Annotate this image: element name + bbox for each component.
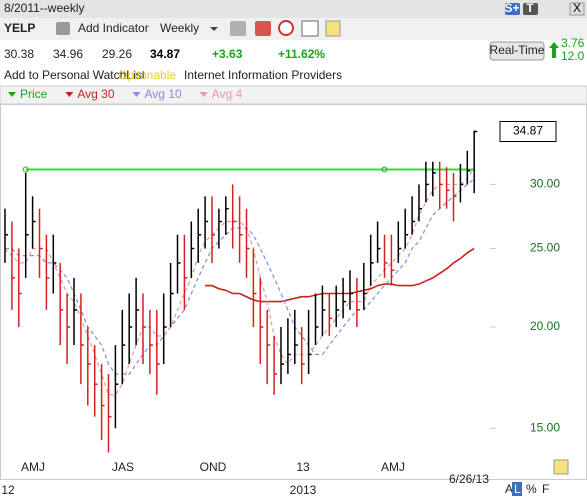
note-icon[interactable] <box>325 20 341 37</box>
legend-entry: Avg 4 <box>212 87 243 101</box>
close-label: X <box>573 1 581 15</box>
trendline-handle <box>381 166 388 173</box>
candle-icon[interactable] <box>255 21 271 36</box>
table-icon[interactable] <box>301 20 319 37</box>
interval[interactable]: Weekly <box>160 21 199 35</box>
moving-average <box>205 247 475 303</box>
y-tick-label: 25.00 <box>530 241 560 255</box>
high-price: 34.96 <box>53 47 83 61</box>
icon-s-label: S+ <box>504 1 519 15</box>
legend-entry: Avg 30 <box>77 87 114 101</box>
mode-pct[interactable]: % <box>526 482 537 496</box>
x-label: 13 <box>296 460 310 474</box>
optionable: Optionable <box>118 68 176 82</box>
legend-entry: Price <box>20 87 48 101</box>
last-date: 6/26/13 <box>449 472 489 486</box>
tool-icon[interactable] <box>230 21 246 36</box>
close-button[interactable] <box>569 2 585 16</box>
x-label: JAS <box>112 460 134 474</box>
low-price: 29.26 <box>102 47 132 61</box>
plot: 15.00 20.00 25.00 30.00 34.87 <box>4 121 560 453</box>
indicator-icon[interactable] <box>56 22 70 35</box>
symbol: YELP <box>4 21 35 35</box>
change-pct: +11.62% <box>278 47 325 61</box>
industry: Internet Information Providers <box>184 68 342 82</box>
dropdown-arrow[interactable] <box>210 27 218 31</box>
x-label-year: 2013 <box>290 483 317 497</box>
rt-change: 3.76 <box>561 36 585 50</box>
range: 8/2011--weekly <box>4 1 84 15</box>
last-price: 34.87 <box>150 47 180 61</box>
change: +3.63 <box>212 47 243 61</box>
legend: Price Avg 30 Avg 10 Avg 4 <box>8 87 242 101</box>
watchlist[interactable]: Add to Personal WatchList <box>4 68 146 82</box>
legend-arrow <box>132 92 141 97</box>
up-arrow <box>549 42 559 58</box>
x-label: OND <box>200 460 227 474</box>
y-tick-label: 30.00 <box>530 177 560 191</box>
legend-entry: Avg 10 <box>145 87 182 101</box>
mode-f[interactable]: F <box>542 482 549 496</box>
realtime-button[interactable] <box>489 41 545 61</box>
mode-a[interactable]: A <box>505 482 513 496</box>
add-indicator[interactable]: Add Indicator <box>78 21 149 35</box>
open-price: 30.38 <box>4 47 34 61</box>
y-tick-label: 15.00 <box>530 420 560 434</box>
realtime-label: Real-Time <box>490 43 545 57</box>
x-label-year: 12 <box>1 483 15 497</box>
icon-t-label: T <box>526 1 534 15</box>
clock-icon[interactable] <box>278 20 294 36</box>
moving-average <box>4 166 475 396</box>
icon-t[interactable] <box>523 3 538 15</box>
last-price-label: 34.87 <box>513 124 543 138</box>
y-tick-label: 20.00 <box>530 319 560 333</box>
icon-s[interactable] <box>505 3 520 15</box>
edit-icon[interactable] <box>553 459 569 475</box>
x-label: AMJ <box>21 460 45 474</box>
legend-arrow <box>199 92 208 97</box>
legend-arrow <box>8 92 16 97</box>
last-price-box <box>499 121 557 143</box>
mode-l[interactable]: L <box>514 482 521 496</box>
trendline-handle <box>22 166 29 173</box>
legend-arrow <box>65 92 74 97</box>
x-label: AMJ <box>381 460 405 474</box>
mode-l-bg <box>512 482 522 496</box>
title-bar <box>0 0 587 18</box>
rt-pct: 12.0 <box>561 49 585 63</box>
